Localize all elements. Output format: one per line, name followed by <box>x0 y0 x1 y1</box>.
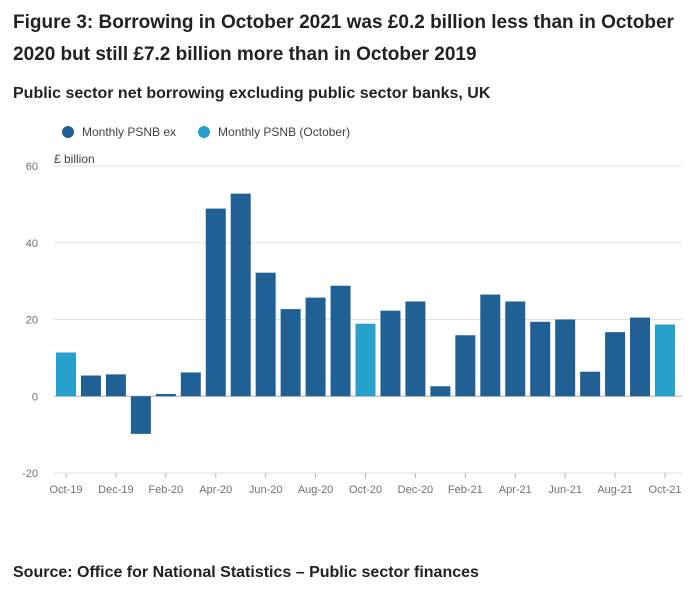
bar-may-20[interactable] <box>230 193 251 397</box>
x-tick-label: Aug-20 <box>298 484 333 496</box>
x-tick-label: Oct-19 <box>49 484 82 496</box>
x-tick-label: Dec-19 <box>98 484 133 496</box>
y-tick-label: -20 <box>22 468 38 480</box>
x-tick-label: Feb-20 <box>148 484 183 496</box>
legend-item-psnb-october[interactable]: Monthly PSNB (October) <box>198 125 350 139</box>
bar-mar-20[interactable] <box>180 372 201 397</box>
bar-nov-20[interactable] <box>380 310 401 397</box>
y-tick-label: 20 <box>26 315 38 327</box>
bar-nov-19[interactable] <box>80 375 101 397</box>
x-axis: Oct-19 Dec-19 Feb-20 Apr-20 Jun-20 Aug-20 Oct-… <box>49 472 682 496</box>
legend-marker-psnb-october <box>198 126 211 138</box>
y-axis: -20 0 20 40 60 <box>22 161 38 480</box>
bar-aug-21[interactable] <box>605 332 626 397</box>
y-tick-label: 60 <box>26 161 38 173</box>
chart-title: Figure 3: Borrowing in October 2021 was … <box>13 12 674 65</box>
x-tick-label: Oct-21 <box>648 484 681 496</box>
bar-feb-21[interactable] <box>455 335 476 397</box>
bar-jul-20[interactable] <box>280 309 301 397</box>
bar-may-21[interactable] <box>530 321 551 397</box>
bar-jan-20[interactable] <box>130 396 151 434</box>
legend-item-psnb-ex[interactable]: Monthly PSNB ex <box>62 125 176 139</box>
bar-apr-20[interactable] <box>205 208 226 397</box>
x-tick-label: Jun-21 <box>548 484 582 496</box>
bar-jun-20[interactable] <box>255 272 276 397</box>
bar-oct-21[interactable] <box>655 324 675 397</box>
source-note: Source: Office for National Statistics –… <box>13 564 479 581</box>
legend: Monthly PSNB ex Monthly PSNB (October) <box>62 125 372 139</box>
bar-dec-20[interactable] <box>405 301 426 397</box>
legend-label-psnb-october: Monthly PSNB (October) <box>218 125 351 139</box>
y-tick-label: 0 <box>32 391 38 403</box>
bar-dec-19[interactable] <box>105 374 126 397</box>
bars <box>56 193 675 434</box>
bar-oct-20[interactable] <box>355 323 376 397</box>
legend-marker-psnb-ex <box>62 126 74 138</box>
x-tick-label: Apr-21 <box>499 484 532 496</box>
x-tick-label: Oct-20 <box>349 484 382 496</box>
legend-label-psnb-ex: Monthly PSNB ex <box>82 125 177 139</box>
bar-sep-21[interactable] <box>630 317 651 397</box>
bar-oct-19[interactable] <box>56 352 76 397</box>
bar-chart: -20 0 20 40 60 Oct-19 Dec-19 Feb-20 Apr-20 Jun-2… <box>22 152 682 496</box>
x-tick-label: Aug-21 <box>597 484 632 496</box>
y-axis-label: £ billion <box>54 152 95 166</box>
bar-apr-21[interactable] <box>505 301 526 397</box>
bar-jan-21[interactable] <box>430 386 451 397</box>
bar-jun-21[interactable] <box>555 319 576 397</box>
x-tick-label: Feb-21 <box>448 484 483 496</box>
bar-mar-21[interactable] <box>480 294 501 397</box>
bar-sep-20[interactable] <box>330 285 351 397</box>
chart-subtitle: Public sector net borrowing excluding pu… <box>13 85 491 102</box>
bar-jul-21[interactable] <box>580 371 601 397</box>
x-tick-label: Apr-20 <box>199 484 232 496</box>
bar-feb-20[interactable] <box>155 393 176 397</box>
x-tick-label: Dec-20 <box>398 484 433 496</box>
x-tick-label: Jun-20 <box>249 484 283 496</box>
y-tick-label: 40 <box>26 238 38 250</box>
bar-aug-20[interactable] <box>305 297 326 397</box>
